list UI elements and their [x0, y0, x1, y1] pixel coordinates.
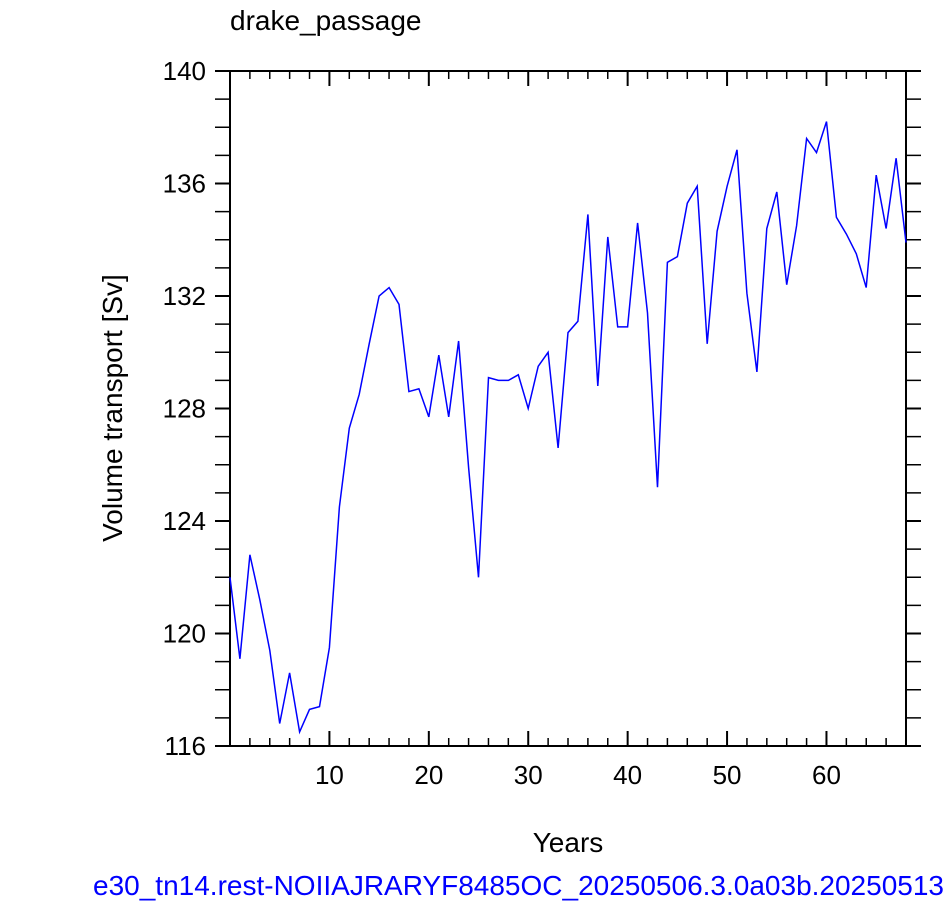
x-tick-label: 30 [514, 760, 543, 790]
series-line [229, 121, 907, 735]
plot-frame [229, 70, 907, 747]
x-tick-label: 10 [315, 760, 344, 790]
x-tick-label: 60 [812, 760, 841, 790]
y-tick-label: 116 [165, 731, 206, 761]
y-tick-label: 132 [163, 281, 206, 311]
y-tick-label: 136 [163, 169, 206, 199]
x-tick-label: 50 [713, 760, 742, 790]
y-tick-label: 124 [163, 506, 206, 536]
x-axis-title: Years [533, 827, 604, 858]
x-tick-label: 40 [613, 760, 642, 790]
x-tick-label: 20 [414, 760, 443, 790]
y-tick-label: 140 [163, 56, 206, 86]
y-axis-title: Volume transport [Sv] [97, 274, 128, 542]
line-chart: drake_passage 10 20 30 40 50 60 116 120 124 128 13… [97, 5, 921, 858]
y-tick-label: 128 [163, 394, 206, 424]
y-tick-label: 120 [163, 619, 206, 649]
plot-area: 10 20 30 40 50 60 116 120 124 128 132 136 140 [163, 56, 921, 790]
chart-title: drake_passage [230, 5, 421, 36]
run-identifier-footer: e30_tn14.rest-NOIIAJRARYF8485OC_20250506… [93, 870, 944, 901]
